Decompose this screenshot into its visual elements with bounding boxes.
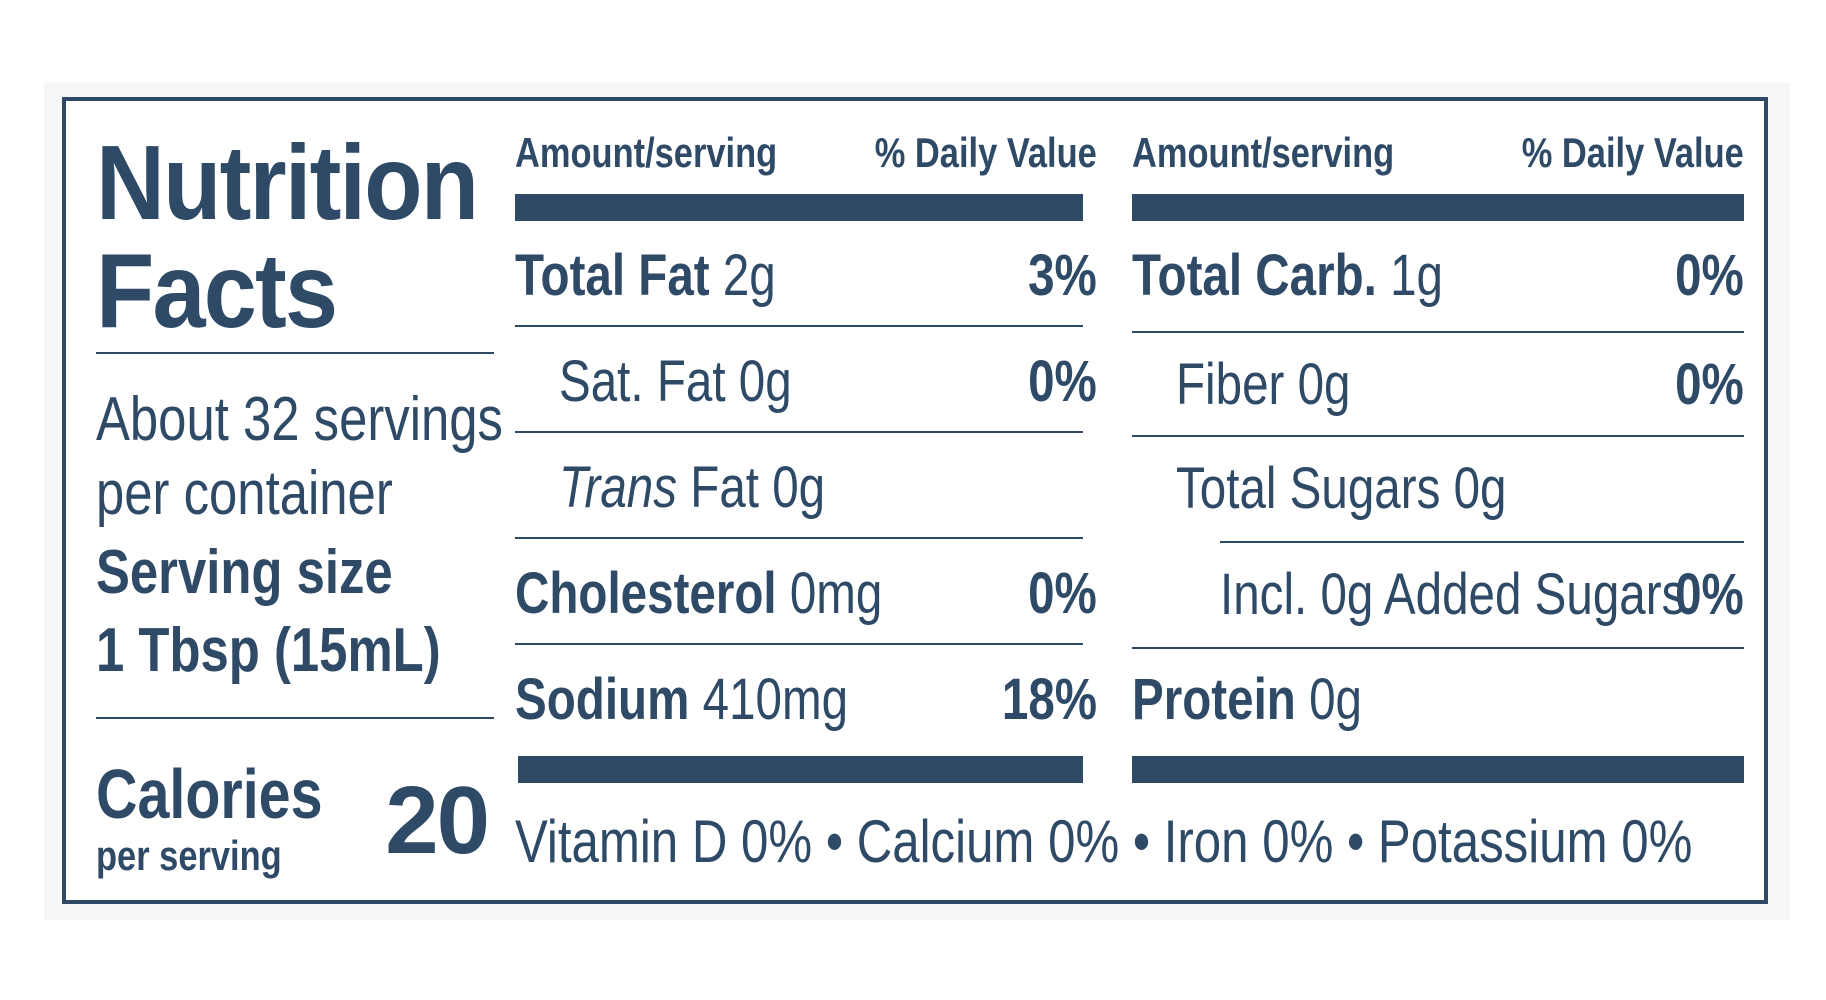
serving-size-value: 1 Tbsp (15mL) bbox=[96, 616, 441, 685]
nutrient-name: Protein bbox=[1132, 667, 1296, 732]
dv-added-sugars: 0% bbox=[1675, 562, 1744, 627]
right-footer-bar bbox=[1132, 756, 1744, 783]
nutrition-facts-label: Nutrition Facts About 32 servings per co… bbox=[62, 97, 1768, 904]
dv-sodium: 18% bbox=[1001, 667, 1097, 732]
vitamins-minerals-line: Vitamin D 0% • Calcium 0% • Iron 0% • Po… bbox=[515, 808, 1693, 875]
dv-fiber: 0% bbox=[1675, 352, 1744, 417]
dv-total-carb: 0% bbox=[1675, 243, 1744, 308]
nutrient-amount: 0g bbox=[1453, 456, 1507, 521]
right-divider-1 bbox=[1132, 331, 1744, 333]
right-divider-2 bbox=[1132, 435, 1744, 437]
right-header-bar bbox=[1132, 194, 1744, 221]
serving-size: Serving size 1 Tbsp (15mL) bbox=[96, 534, 441, 690]
left-header-dv: % Daily Value bbox=[874, 129, 1097, 176]
nutrient-trans-fat: Trans Fat 0g bbox=[559, 455, 825, 521]
nutrient-total-carb: Total Carb. 1g bbox=[1132, 243, 1443, 309]
title-line-2: Facts bbox=[96, 232, 338, 350]
nutrient-amount: 0g bbox=[738, 349, 792, 414]
serving-size-label: Serving size bbox=[96, 538, 393, 607]
dv-sat-fat: 0% bbox=[1028, 349, 1097, 414]
nutrient-amount: 1g bbox=[1390, 243, 1443, 308]
left-divider-2 bbox=[515, 431, 1083, 433]
calories-label: Calories bbox=[96, 755, 323, 833]
nutrient-protein: Protein 0g bbox=[1132, 667, 1362, 733]
nutrient-name: Sat. Fat bbox=[559, 349, 726, 414]
dv-cholesterol: 0% bbox=[1028, 561, 1097, 626]
nutrient-name: Fiber bbox=[1176, 352, 1285, 417]
nutrient-added-sugars: Incl. 0g Added Sugars bbox=[1220, 562, 1685, 628]
nutrient-name: Sodium bbox=[515, 667, 690, 732]
nutrient-name: Cholesterol bbox=[515, 561, 777, 626]
title-line-1: Nutrition bbox=[96, 124, 479, 242]
servings-line-2: per container bbox=[96, 459, 393, 528]
calories-sub-label: per serving bbox=[96, 832, 282, 879]
servings-per-container: About 32 servings per container bbox=[96, 383, 503, 531]
right-header-amount: Amount/serving bbox=[1132, 129, 1395, 176]
nutrient-name: Fat bbox=[690, 455, 759, 520]
nutrient-sat-fat: Sat. Fat 0g bbox=[559, 349, 792, 415]
nutrient-cholesterol: Cholesterol 0mg bbox=[515, 561, 882, 627]
nutrient-total-sugars: Total Sugars 0g bbox=[1176, 456, 1506, 522]
nutrient-name: Total Fat bbox=[515, 243, 710, 308]
nutrient-sodium: Sodium 410mg bbox=[515, 667, 848, 733]
left-divider-4 bbox=[515, 643, 1083, 645]
nutrient-amount: 0mg bbox=[789, 561, 883, 626]
right-divider-3 bbox=[1220, 541, 1744, 543]
left-header-amount: Amount/serving bbox=[515, 129, 778, 176]
dv-total-fat: 3% bbox=[1028, 243, 1097, 308]
nutrient-total-fat: Total Fat 2g bbox=[515, 243, 776, 309]
servings-line-1: About 32 servings bbox=[96, 385, 503, 454]
left-divider-1 bbox=[515, 325, 1083, 327]
left-divider-3 bbox=[515, 537, 1083, 539]
nutrient-fiber: Fiber 0g bbox=[1176, 352, 1350, 418]
nutrient-name: Total Sugars bbox=[1176, 456, 1441, 521]
nutrient-name: Total Carb. bbox=[1132, 243, 1377, 308]
nutrient-amount: 0g bbox=[1309, 667, 1362, 732]
right-header-dv: % Daily Value bbox=[1521, 129, 1744, 176]
nutrient-name-italic: Trans bbox=[559, 455, 678, 520]
nutrient-amount: 410mg bbox=[702, 667, 849, 732]
nutrient-name: Incl. 0g Added Sugars bbox=[1220, 562, 1686, 627]
divider-title bbox=[96, 352, 494, 354]
left-header-bar bbox=[515, 194, 1083, 221]
divider-serving bbox=[96, 717, 494, 719]
nutrient-amount: 0g bbox=[1297, 352, 1351, 417]
page-title: Nutrition Facts bbox=[96, 124, 479, 350]
nutrient-amount: 2g bbox=[722, 243, 776, 308]
right-divider-4 bbox=[1132, 647, 1744, 649]
calories-value: 20 bbox=[385, 767, 490, 874]
left-footer-bar bbox=[518, 756, 1083, 783]
nutrient-amount: 0g bbox=[772, 455, 826, 520]
